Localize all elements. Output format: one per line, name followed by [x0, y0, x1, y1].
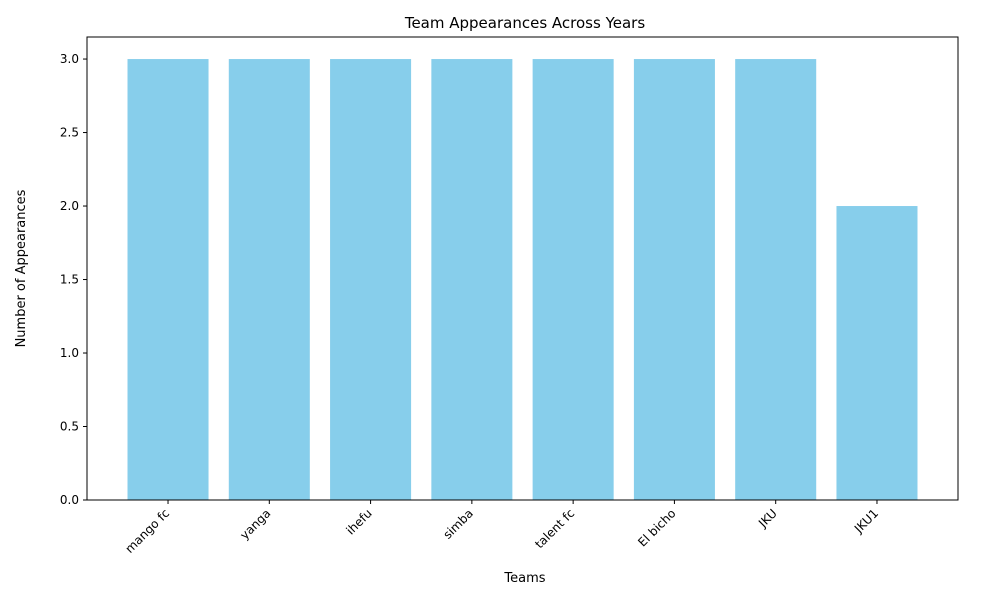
bar-ihefu: [330, 59, 412, 501]
y-axis-ticks: 0.0 0.5 1.0 1.5 2.0 2.5 3.0: [60, 52, 87, 507]
bar-jku1: [836, 206, 918, 501]
x-axis-ticks: mango fc yanga ihefu simba talent fc El bicho…: [122, 500, 881, 556]
plot-frame: [86, 36, 959, 501]
x-axis-label: Teams: [503, 571, 545, 586]
bars-group: [127, 59, 918, 501]
x-tick-label: JKU: [755, 506, 780, 531]
y-tick-label: 1.5: [60, 273, 79, 287]
bar-yanga: [228, 59, 310, 501]
bar-talent-fc: [532, 59, 614, 501]
y-tick-label: 2.5: [60, 126, 79, 140]
x-tick-label: simba: [440, 506, 476, 542]
y-tick-label: 0.5: [60, 420, 79, 434]
bar-el-bicho: [633, 59, 715, 501]
bar-simba: [431, 59, 513, 501]
y-tick-label: 2.0: [60, 199, 79, 213]
bar-jku: [735, 59, 817, 501]
x-tick-label: El bicho: [635, 506, 678, 549]
x-tick-label: JKU1: [851, 506, 881, 536]
x-tick-label: yanga: [237, 506, 273, 542]
y-tick-label: 1.0: [60, 346, 79, 360]
y-tick-label: 3.0: [60, 52, 79, 66]
bar-mango-fc: [127, 59, 209, 501]
y-axis-label: Number of Appearances: [14, 189, 29, 347]
x-tick-label: ihefu: [343, 506, 374, 537]
x-tick-label: mango fc: [122, 506, 172, 556]
x-tick-label: talent fc: [532, 506, 577, 551]
chart-title: Team Appearances Across Years: [404, 14, 645, 32]
y-tick-label: 0.0: [60, 493, 79, 507]
